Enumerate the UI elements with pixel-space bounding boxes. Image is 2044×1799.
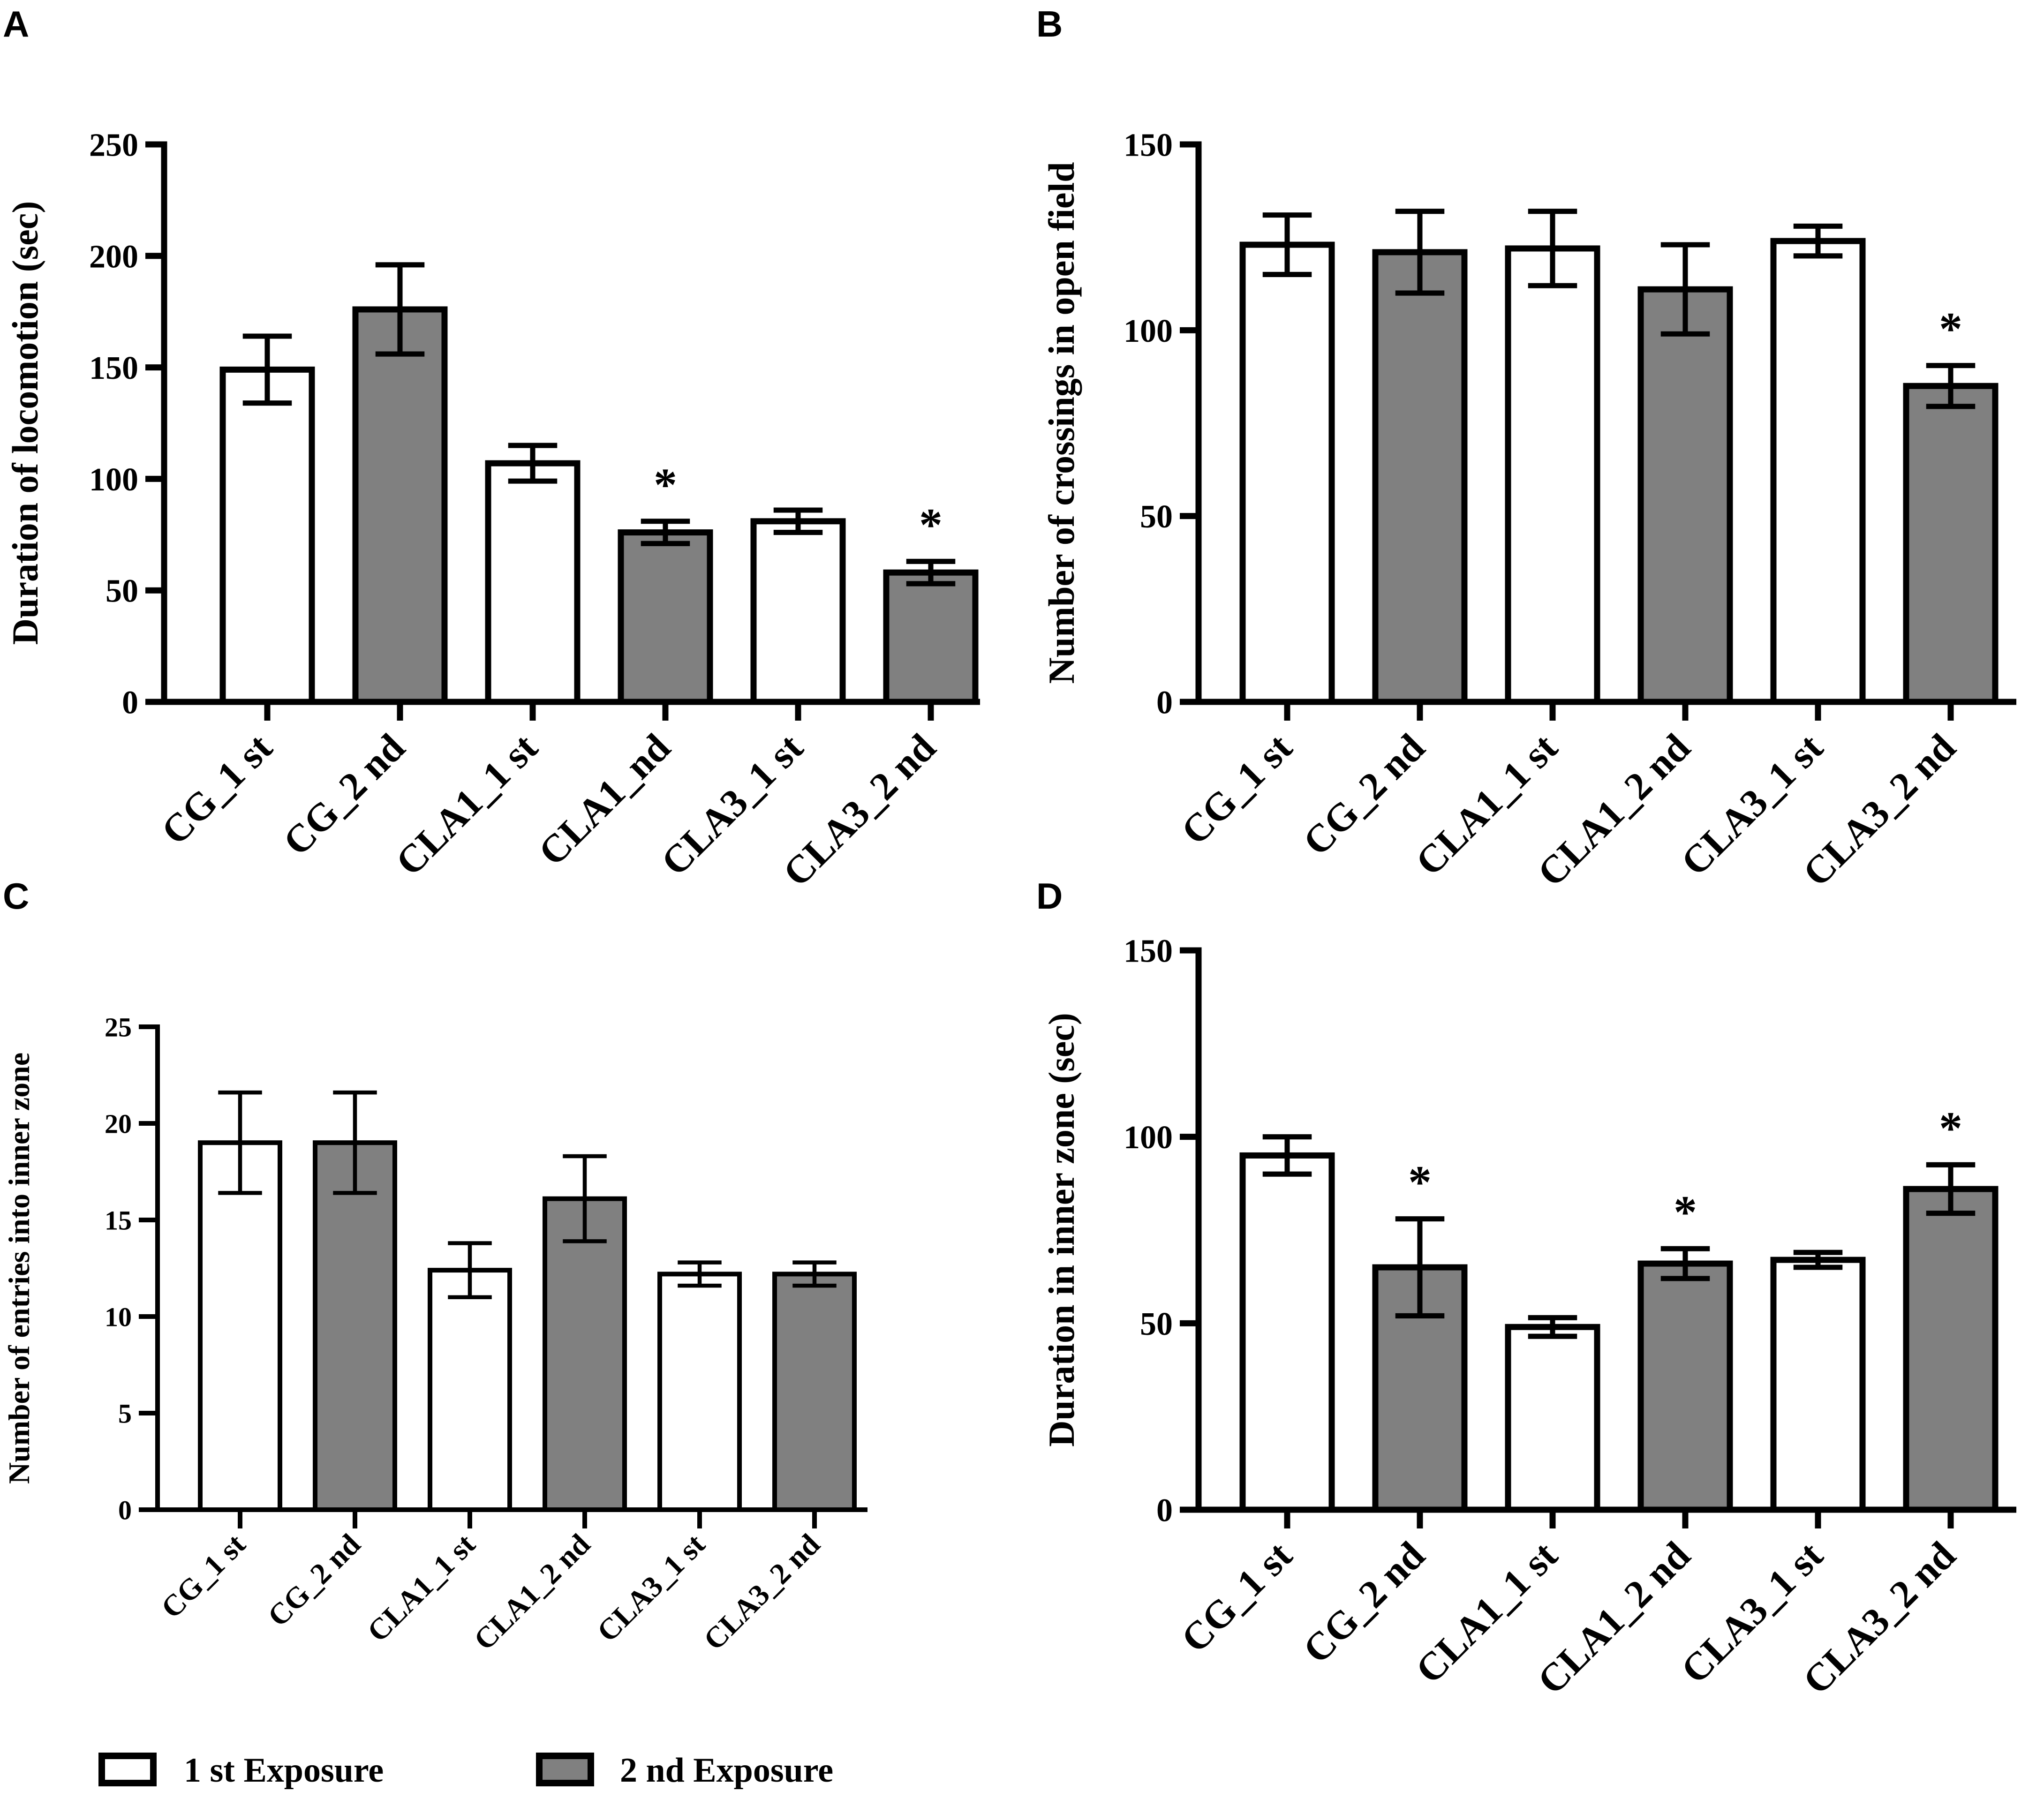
bar: [198, 1140, 282, 1512]
significance-marker: *: [1939, 1102, 1962, 1154]
legend-second-exposure-label: 2 nd Exposure: [620, 1751, 833, 1790]
x-tick-label: CG_2 nd: [261, 1528, 367, 1633]
y-tick-label: 100: [89, 462, 138, 498]
panel-letter-a: A: [3, 3, 29, 45]
y-tick-label: 25: [105, 1012, 132, 1042]
bar: [1770, 1257, 1866, 1513]
bar: [657, 1272, 742, 1513]
x-tick-label: CG_1 st: [155, 1527, 252, 1625]
significance-marker: *: [1674, 1186, 1697, 1238]
bar: [883, 569, 979, 705]
bar: [352, 306, 448, 705]
x-tick-label: CLA3_2 nd: [697, 1528, 826, 1656]
significance-marker: *: [654, 459, 677, 511]
bar: [1505, 245, 1600, 705]
y-tick-label: 0: [122, 685, 138, 721]
y-tick-label: 150: [1124, 933, 1173, 970]
x-tick-label: CG_1 st: [153, 726, 280, 853]
significance-marker: *: [1939, 303, 1962, 355]
bar: [1239, 1152, 1335, 1513]
y-tick-label: 100: [1124, 1120, 1173, 1156]
y-tick-label: 200: [89, 239, 138, 275]
x-tick-label: CLA3_1 st: [590, 1527, 711, 1648]
legend: 1 st Exposure 2 nd Exposure: [98, 1751, 833, 1790]
x-tick-label: CG_2 nd: [1295, 726, 1433, 864]
bar: [750, 518, 846, 705]
x-tick-label: CG_2 nd: [275, 726, 413, 864]
y-tick-label: 15: [105, 1205, 132, 1235]
y-tick-label: 0: [1156, 1493, 1173, 1529]
y-tick-label: 0: [118, 1495, 132, 1525]
y-tick-label: 50: [106, 573, 138, 610]
panel-letter-c: C: [3, 875, 29, 917]
panel-b-y-axis-title: Number of crossings in open field: [1041, 162, 1082, 684]
bar: [1239, 241, 1335, 705]
x-tick-label: CG_2 nd: [1295, 1534, 1433, 1672]
y-tick-label: 5: [118, 1398, 132, 1429]
x-tick-label: CLA1_1 st: [361, 1527, 482, 1648]
bar: [1770, 238, 1866, 705]
y-tick-label: 0: [1156, 685, 1173, 721]
y-tick-label: 150: [1124, 128, 1173, 164]
panel-a-y-axis-title: Duration of locomotion (sec): [5, 201, 45, 645]
legend-first-exposure-label: 1 st Exposure: [184, 1751, 384, 1790]
bar: [1903, 383, 1999, 705]
x-tick-label: CLA1_1 st: [387, 726, 546, 884]
y-tick-label: 50: [1140, 499, 1173, 535]
x-tick-label: CG_1 st: [1173, 1534, 1300, 1661]
panel-d-y-axis-title: Duration in inner zone (sec): [1041, 1013, 1082, 1447]
bar: [219, 366, 315, 705]
x-tick-label: CLA1_2 nd: [468, 1528, 596, 1656]
bar: [543, 1196, 627, 1512]
bar: [428, 1268, 512, 1513]
bar: [1637, 1260, 1733, 1513]
y-tick-label: 100: [1124, 313, 1173, 349]
bar: [772, 1272, 857, 1513]
bar: [1505, 1324, 1600, 1513]
y-tick-label: 20: [105, 1108, 132, 1139]
legend-first-exposure-swatch: [98, 1753, 157, 1786]
significance-marker: *: [919, 498, 943, 550]
panel-c-y-axis-title: Number of entries into inner zone: [2, 1053, 36, 1484]
bar: [485, 460, 581, 705]
panel-letter-b: B: [1036, 3, 1063, 45]
bar: [1637, 286, 1733, 705]
significance-marker: *: [1408, 1156, 1432, 1208]
bar: [1903, 1186, 1999, 1513]
bar: [313, 1140, 397, 1512]
bar: [618, 529, 713, 705]
x-tick-label: CG_1 st: [1173, 726, 1300, 853]
y-tick-label: 150: [89, 350, 138, 386]
legend-second-exposure-swatch: [536, 1753, 594, 1786]
panel-letter-d: D: [1036, 875, 1063, 917]
y-tick-label: 10: [105, 1302, 132, 1332]
y-tick-label: 50: [1140, 1306, 1173, 1342]
y-tick-label: 250: [89, 128, 138, 164]
bar: [1372, 249, 1468, 705]
